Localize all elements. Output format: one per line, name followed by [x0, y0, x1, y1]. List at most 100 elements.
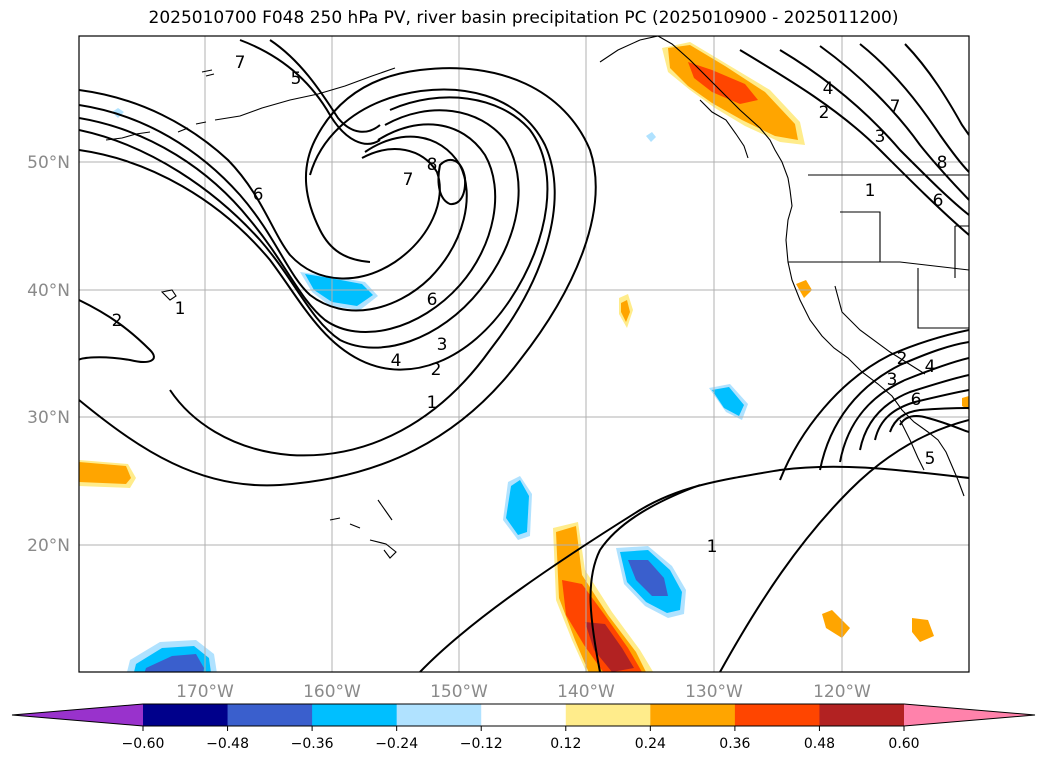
precip-negative-spot — [646, 132, 656, 142]
lon-label-120w: 120°W — [813, 682, 871, 702]
colorbar-segment — [819, 704, 905, 726]
precip-positive-west — [79, 462, 131, 484]
contour-label: 1 — [865, 181, 876, 201]
contour-label: 8 — [427, 155, 438, 175]
precip-negative-subtropic — [628, 560, 668, 596]
lon-label-170w: 170°W — [176, 682, 234, 702]
contour-label: 3 — [875, 127, 886, 147]
contour-label: 6 — [911, 390, 922, 410]
lat-label-40n: 40°N — [27, 281, 70, 301]
pv-contour-5 — [79, 117, 497, 334]
pv-contour-upper — [239, 39, 381, 145]
pv-contour-se5 — [859, 374, 969, 451]
longitude-labels: 170°W 160°W 150°W 140°W 130°W 120°W — [176, 682, 871, 702]
pv-contour-2 — [79, 299, 155, 363]
lat-label-30n: 30°N — [27, 408, 70, 428]
gridlines — [79, 36, 969, 672]
colorbar-tick-label: 0.36 — [719, 736, 750, 752]
pv-contour-ne1 — [739, 49, 969, 236]
lat-label-20n: 20°N — [27, 536, 70, 556]
pv-contour-ne5 — [904, 43, 969, 136]
colorbar-segment — [734, 704, 820, 726]
colorbar-segment — [396, 704, 482, 726]
colorbar-extend-low — [12, 704, 143, 726]
pv-contour-se8 — [899, 415, 969, 433]
pv-contour-upper2 — [269, 39, 381, 133]
pv-contour-se4 — [839, 357, 969, 463]
precip-positive-spot — [621, 300, 630, 322]
contour-label: 7 — [235, 53, 246, 73]
pv-contour-1b — [419, 465, 969, 672]
contour-label: 2 — [431, 360, 442, 380]
contour-label: 7 — [890, 97, 901, 117]
pv-contour-8 — [437, 158, 467, 206]
colorbar-tick-label: −0.60 — [122, 736, 165, 752]
pv-contour-4 — [79, 109, 520, 349]
colorbar-tick-label: −0.12 — [460, 736, 503, 752]
contour-label: 6 — [427, 290, 438, 310]
colorbar-extend-high — [904, 704, 1035, 726]
colorbar-tick-label: 0.24 — [635, 736, 666, 752]
pv-contour-2b — [169, 88, 556, 457]
contour-label: 6 — [253, 185, 264, 205]
colorbar-tick-label: −0.48 — [206, 736, 249, 752]
contour-label: 2 — [112, 311, 123, 331]
lat-label-50n: 50°N — [27, 153, 70, 173]
pv-contour-t — [589, 484, 701, 672]
pv-contour-se6 — [874, 389, 969, 441]
contour-label: 2 — [819, 103, 830, 123]
colorbar-tick-label: 0.48 — [804, 736, 835, 752]
pv-contour-se1 — [719, 419, 969, 672]
contour-label: 5 — [925, 449, 936, 469]
colorbar-segment — [650, 704, 736, 726]
colorbar-tick-label: 0.12 — [550, 736, 581, 752]
pv-contour-3 — [79, 96, 549, 371]
pv-contour-se7 — [889, 407, 969, 433]
precip-positive-alaska — [688, 62, 758, 104]
precip-positive-spot — [912, 618, 934, 642]
contour-label: 5 — [291, 69, 302, 89]
pv-contours — [79, 39, 969, 672]
contour-label: 1 — [427, 393, 438, 413]
pv-contour-ne2 — [779, 49, 969, 216]
colorbar-segment — [565, 704, 651, 726]
precip-negative-spot — [112, 108, 124, 118]
colorbar-tick-label: 0.60 — [888, 736, 919, 752]
colorbar-segment — [227, 704, 313, 726]
precip-positive-spot — [962, 396, 969, 410]
precip-negative-spot — [144, 654, 204, 672]
lon-label-140w: 140°W — [557, 682, 615, 702]
pv-contour-se3 — [819, 341, 969, 471]
contour-label: 1 — [707, 537, 718, 557]
pv-contour-se2 — [779, 329, 969, 481]
contour-label: 8 — [937, 153, 948, 173]
colorbar-segment — [312, 704, 398, 726]
colorbar-segment — [481, 704, 567, 726]
precip-positive-subtropic — [585, 622, 634, 672]
pv-contour-7 — [79, 89, 441, 280]
map-area: 7 5 8 7 6 2 1 6 4 3 2 1 1 4 2 3 1 7 6 8 … — [79, 36, 969, 672]
contour-label: 4 — [925, 357, 936, 377]
contour-label: 6 — [933, 191, 944, 211]
contour-label: 4 — [391, 351, 402, 371]
lon-label-150w: 150°W — [430, 682, 488, 702]
contour-label: 7 — [403, 170, 414, 190]
pv-contour-1 — [79, 67, 597, 487]
plot-title: 2025010700 F048 250 hPa PV, river basin … — [148, 8, 899, 28]
contour-label: 4 — [823, 79, 834, 99]
precip-shading — [79, 42, 969, 672]
contour-labels: 7 5 8 7 6 2 1 6 4 3 2 1 1 4 2 3 1 7 6 8 … — [112, 53, 948, 557]
contour-label: 2 — [897, 349, 908, 369]
contour-label: 3 — [437, 335, 448, 355]
colorbar-tick-label: −0.24 — [375, 736, 418, 752]
map-frame — [78, 35, 970, 673]
colorbar-tick-label: −0.36 — [291, 736, 334, 752]
precip-positive-spot — [822, 610, 850, 638]
pv-contour-ne3 — [819, 45, 969, 201]
contour-label: 3 — [887, 370, 898, 390]
latitude-labels: 50°N 40°N 30°N 20°N — [27, 153, 70, 556]
lon-label-160w: 160°W — [303, 682, 361, 702]
pv-contour-ne4 — [859, 43, 969, 173]
contour-label: 1 — [175, 299, 186, 319]
